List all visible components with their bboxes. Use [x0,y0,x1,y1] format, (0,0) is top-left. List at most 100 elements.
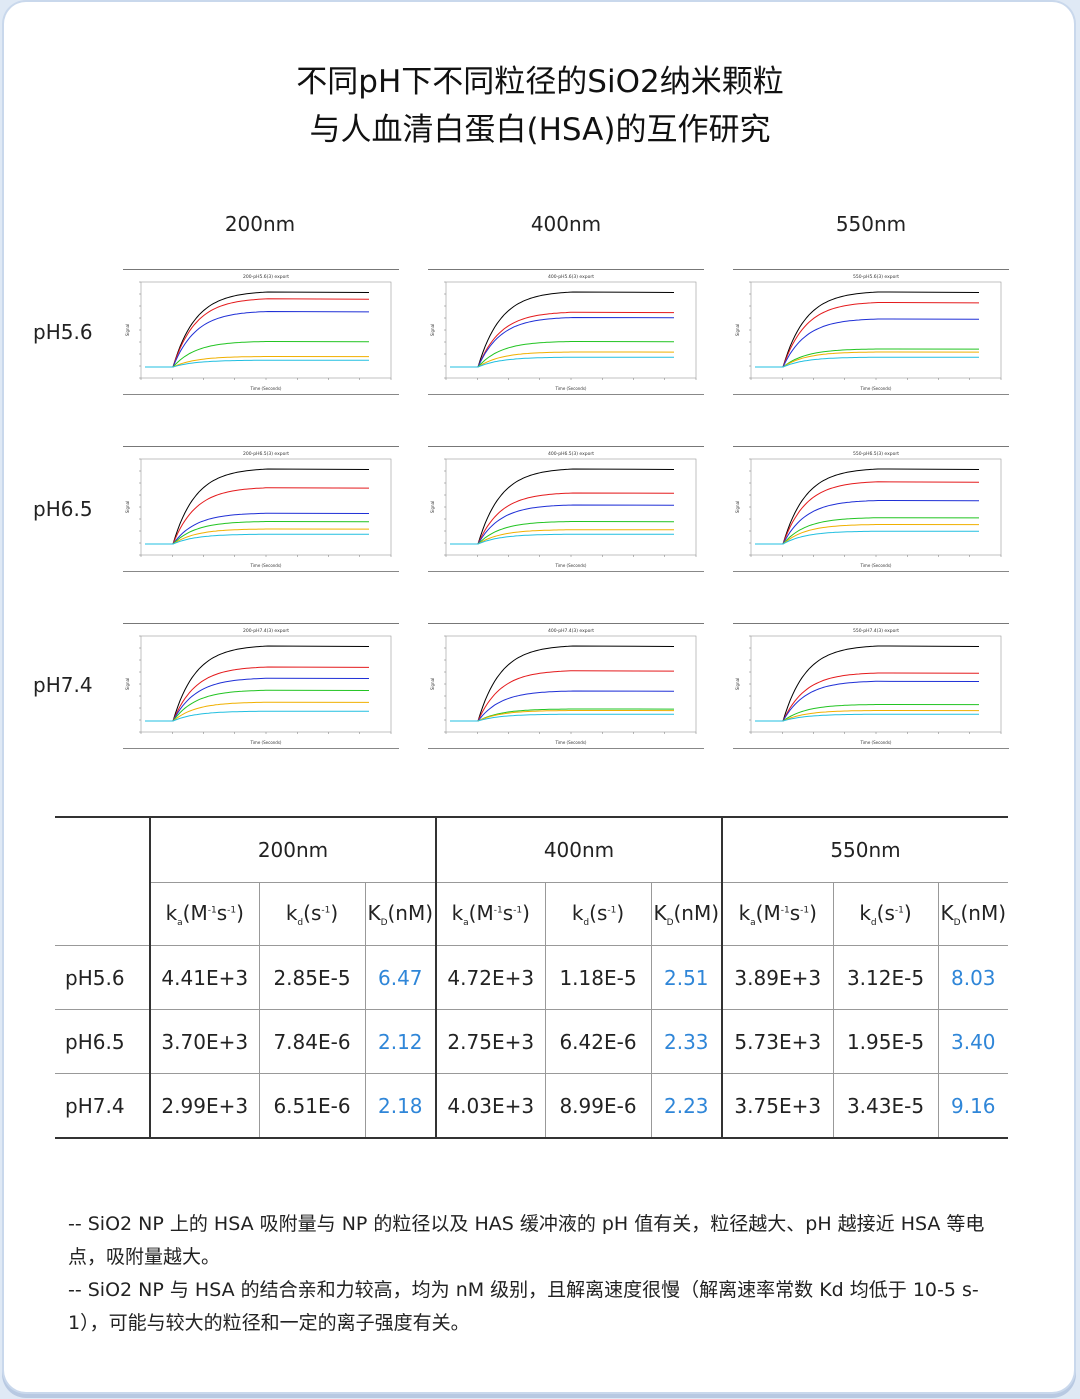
table-row-ph: pH6.5 [55,1009,150,1074]
sensorgram-plot: 550-pH6.5(3) export Time (Seconds) Signal [733,446,1009,572]
table-param-header: KD(nM) [650,882,722,946]
y-axis-label: Signal [430,678,435,690]
x-axis-label: Time (Seconds) [555,740,587,745]
table-cell-KD: 2.33 [650,1009,722,1074]
x-axis-label: Time (Seconds) [555,563,587,568]
sensorgram-curve [755,710,980,722]
table-cell: 2.85E-5 [258,945,365,1010]
table-corner [55,816,150,883]
sensorgram-curve [145,310,370,368]
sensorgram-curve [145,645,370,722]
sensorgram-curve [145,512,370,545]
table-cell: 4.03E+3 [435,1073,545,1139]
table-param-header: KD(nM) [364,882,436,946]
plot-title: 400-pH7.4(3) export [548,628,594,634]
sensorgram-curve [450,645,675,722]
table-cell: 8.99E-6 [544,1073,651,1139]
sensorgram-curve [755,524,980,545]
sensorgram-curve [755,301,980,368]
table-row-ph: pH5.6 [55,945,150,1010]
table-cell-KD: 2.18 [364,1073,436,1139]
plot-frame [445,635,697,733]
table-cell: 3.70E+3 [149,1009,259,1074]
plot-title: 200-pH5.6(3) export [243,274,289,280]
note-2: -- SiO2 NP 与 HSA 的结合亲和力较高，均为 nM 级别，且解离速度… [68,1279,979,1334]
table-row: pH6.5 3.70E+3 7.84E-6 2.12 2.75E+3 6.42E-6 2.3… [55,1009,1008,1074]
sensorgram-curve [450,521,675,545]
sensorgram-curve [755,645,980,722]
y-axis-label: Signal [430,324,435,336]
x-axis-label: Time (Seconds) [555,386,587,391]
sensorgram-plot: 200-pH5.6(3) export Time (Seconds) Signal [123,269,399,395]
x-axis-label: Time (Seconds) [250,740,282,745]
plot-title: 550-pH7.4(3) export [853,628,899,634]
sensorgram-curve [145,487,370,545]
table-cell-KD: 8.03 [937,945,1008,1010]
table-size-header: 400nm [435,816,722,883]
plot-frame [140,281,392,379]
table-cell: 1.95E-5 [832,1009,938,1074]
sensorgram-curve [755,481,980,545]
table-param-header-row: ka(M-1s-1) kd(s-1) KD(nM) ka(M-1s-1) kd(s-1)… [55,882,1008,946]
table-param-header: ka(M-1s-1) [149,882,259,946]
sensorgram-plot: 400-pH5.6(3) export Time (Seconds) Signal [428,269,704,395]
sensorgram-curve [450,708,675,722]
sensorgram-curve [145,689,370,722]
sensorgram-curve [145,291,370,368]
note-1: -- SiO2 NP 上的 HSA 吸附量与 NP 的粒径以及 HAS 缓冲液的… [68,1213,985,1268]
sensorgram-plot: 550-pH7.4(3) export Time (Seconds) Signal [733,623,1009,749]
sensorgram-curve [450,311,675,368]
kinetics-table: 200nm 400nm 550nm ka(M-1s-1) kd(s-1) KD(nM… [55,816,1008,1139]
table-row: pH5.6 4.41E+3 2.85E-5 6.47 4.72E+3 1.18E-5 2.5… [55,945,1008,1010]
x-axis-label: Time (Seconds) [250,563,282,568]
sensorgram-curve [450,670,675,722]
table-cell: 4.72E+3 [435,945,545,1010]
y-axis-label: Signal [125,324,130,336]
plot-title: 550-pH5.6(3) export [853,274,899,280]
grid-row-header-ph65: pH6.5 [33,497,93,521]
sensorgram-curve [755,356,979,368]
table-param-header: ka(M-1s-1) [435,882,545,946]
x-axis-label: Time (Seconds) [250,386,282,391]
plot-title: 400-pH5.6(3) export [548,274,594,280]
sensorgram-curve [450,504,675,545]
sensorgram-curve [450,351,675,368]
grid-col-header-550nm: 550nm [835,212,907,236]
sensorgram-curve [755,530,979,545]
sensorgram-curve [145,341,370,368]
table-param-header: ka(M-1s-1) [721,882,833,946]
sensorgram-curve [145,528,370,545]
sensorgram-curve [450,316,675,368]
sensorgram-curve [755,713,979,722]
sensorgram-curve [145,677,370,722]
table-cell: 3.89E+3 [721,945,833,1010]
table-cell-KD: 2.23 [650,1073,722,1139]
sensorgram-curve [145,666,370,722]
sensorgram-plot: 200-pH7.4(3) export Time (Seconds) Signal [123,623,399,749]
sensorgram-curve [145,710,369,722]
table-cell-KD: 2.12 [364,1009,436,1074]
sensorgram-curve [755,318,980,368]
sensorgram-curve [755,704,980,722]
plot-frame [140,635,392,733]
table-row-ph: pH7.4 [55,1073,150,1139]
sensorgram-curve [145,521,370,545]
page-title-line-1: 不同pH下不同粒径的SiO2纳米颗粒 [296,64,784,100]
table-cell-KD: 9.16 [937,1073,1008,1139]
sensorgram-curve [145,468,370,545]
table-cell: 1.18E-5 [544,945,651,1010]
sensorgram-curve [450,690,675,722]
grid-row-header-ph74: pH7.4 [33,673,93,697]
x-axis-label: Time (Seconds) [860,386,892,391]
sensorgram-curve [145,533,369,545]
x-axis-label: Time (Seconds) [860,563,892,568]
sensorgram-curve [145,298,370,368]
sensorgram-plot: 400-pH6.5(3) export Time (Seconds) Signal [428,446,704,572]
sensorgram-curve [755,517,980,545]
table-row: pH7.4 2.99E+3 6.51E-6 2.18 4.03E+3 8.99E-6 2.2… [55,1073,1008,1139]
table-cell-KD: 2.51 [650,945,722,1010]
plot-title: 550-pH6.5(3) export [853,451,899,457]
table-param-header: KD(nM) [937,882,1008,946]
table-cell: 3.43E-5 [832,1073,938,1139]
table-cell-KD: 3.40 [937,1009,1008,1074]
